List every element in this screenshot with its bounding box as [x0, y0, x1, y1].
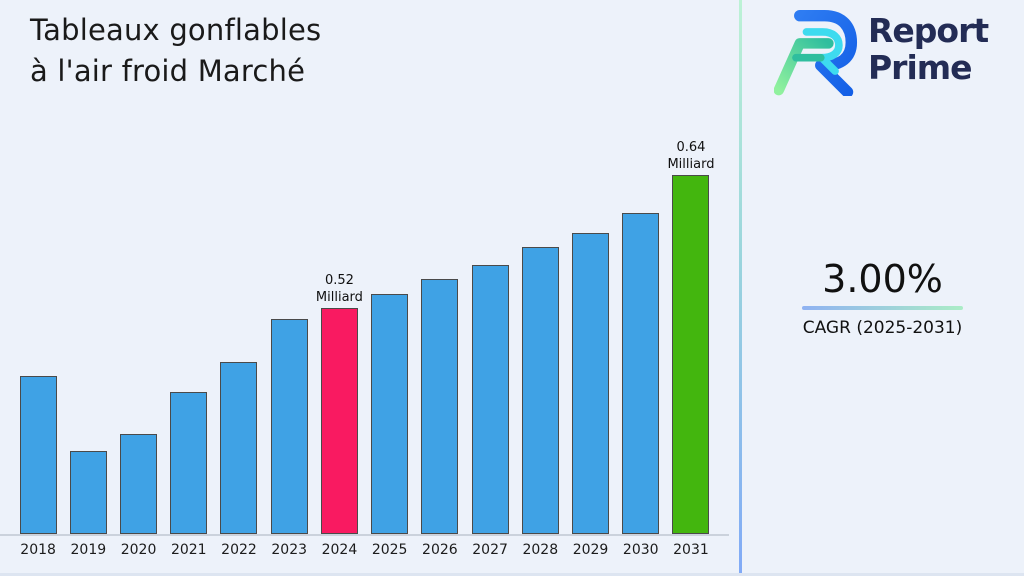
x-tick-2029: 2029 — [572, 542, 609, 558]
brand-logo: Report Prime — [774, 6, 989, 96]
page-title-line1: Tableaux gonflables — [30, 13, 322, 47]
x-tick-2028: 2028 — [522, 542, 559, 558]
brand-name-line2: Prime — [868, 48, 973, 87]
bar-2028 — [521, 247, 559, 534]
x-tick-2020: 2020 — [120, 542, 157, 558]
bar-2024 — [320, 308, 358, 534]
page-title: Tableaux gonflables à l'air froid Marché — [30, 10, 321, 92]
x-tick-2025: 2025 — [371, 542, 408, 558]
x-tick-2027: 2027 — [472, 542, 508, 558]
cagr-stat: 3.00% CAGR (2025-2031) — [750, 256, 1015, 338]
bar-slot-2026 — [415, 134, 465, 534]
bar-slot-2030 — [616, 134, 666, 534]
bar-slot-2028 — [515, 134, 565, 534]
x-tick-2021: 2021 — [170, 542, 207, 558]
bar-2019 — [69, 451, 107, 534]
bar-2030 — [622, 213, 660, 534]
bar-2026 — [421, 279, 459, 534]
bar-slot-2023 — [264, 134, 314, 534]
x-tick-2023: 2023 — [271, 542, 308, 558]
bar-2018 — [19, 376, 57, 534]
x-tick-2019: 2019 — [70, 542, 107, 558]
page-title-line2: à l'air froid Marché — [30, 54, 306, 88]
brand-name-line1: Report — [868, 11, 989, 50]
bar-slot-2019 — [63, 134, 113, 534]
bar-slot-2025 — [365, 134, 415, 534]
bar-slot-2021 — [164, 134, 214, 534]
bar-value-label-2024: 0.52 Milliard — [315, 273, 363, 305]
x-tick-2024: 2024 — [321, 542, 358, 558]
bar-slot-2018 — [13, 134, 63, 534]
report-prime-logo-icon — [774, 9, 858, 96]
cagr-underline — [802, 306, 963, 310]
bar-slot-2027 — [465, 134, 515, 534]
x-axis-labels: 2018 2019 2020 2021 2022 2023 2024 2025 2026 2027… — [13, 542, 716, 558]
x-tick-2022: 2022 — [221, 542, 257, 558]
panel-divider — [739, 0, 742, 576]
bar-2020 — [120, 434, 158, 534]
bar-2027 — [471, 265, 509, 534]
bar-value-label-2031: 0.64 Milliard — [667, 140, 715, 172]
bar-slot-2024: 0.52 Milliard — [314, 134, 364, 534]
plot-area: 0.52 Milliard 0.64 Milliard — [13, 134, 716, 534]
bar-2022 — [220, 362, 258, 534]
bar-2029 — [572, 233, 610, 534]
bar-slot-2020 — [113, 134, 163, 534]
bar-2023 — [270, 319, 308, 534]
x-tick-2026: 2026 — [422, 542, 458, 558]
x-tick-2031: 2031 — [673, 542, 709, 558]
bar-slot-2022 — [214, 134, 264, 534]
cagr-value: 3.00% — [822, 257, 943, 301]
bar-2025 — [371, 294, 409, 534]
x-tick-2018: 2018 — [20, 542, 56, 558]
bar-2021 — [170, 392, 208, 534]
bottom-edge — [0, 573, 1024, 576]
brand-logo-text: Report Prime — [868, 11, 989, 96]
bar-slot-2029 — [565, 134, 615, 534]
x-axis-line — [0, 534, 729, 536]
x-tick-2030: 2030 — [622, 542, 659, 558]
cagr-caption: CAGR (2025-2031) — [802, 318, 963, 338]
bar-2031 — [672, 175, 710, 534]
bar-slot-2031: 0.64 Milliard — [666, 134, 716, 534]
